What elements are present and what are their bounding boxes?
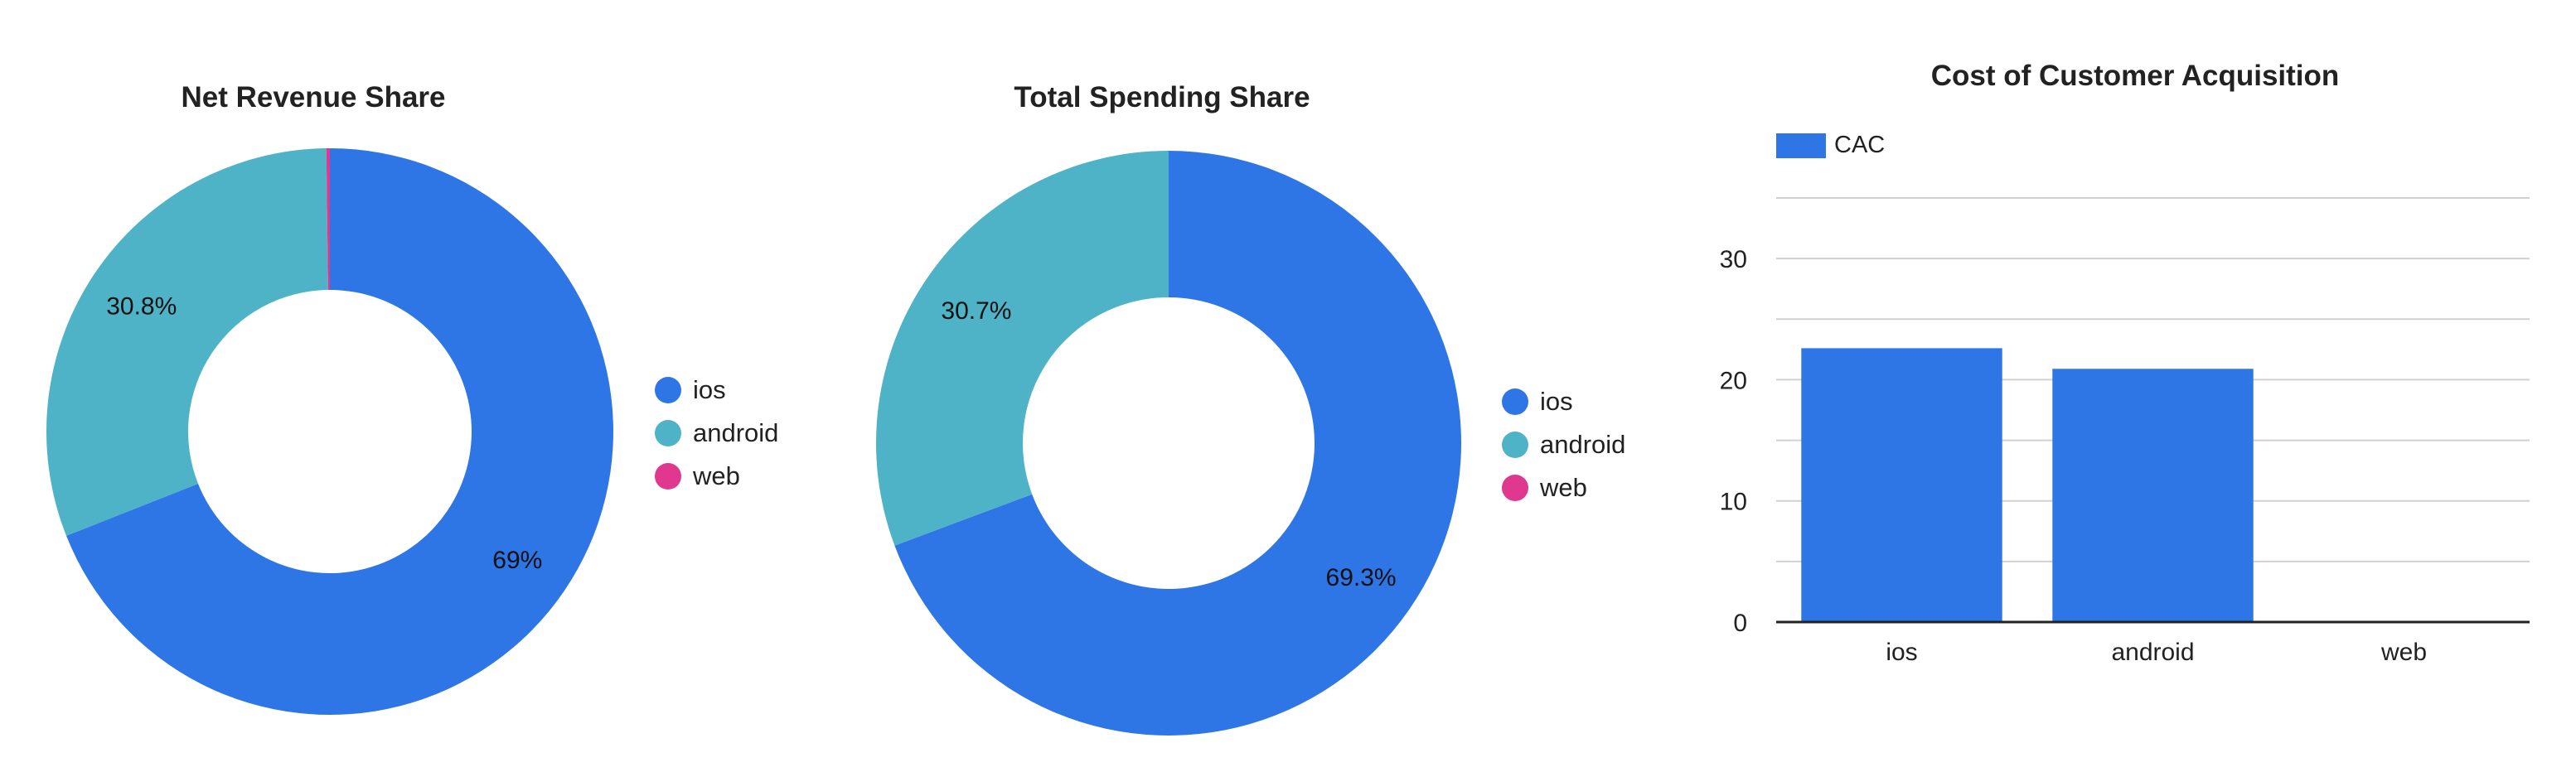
cac-bar-chart: Cost of Customer Acquisition CAC 0 10 20 30… — [1691, 0, 2576, 767]
chart-legend[interactable]: ios android web — [1502, 380, 1625, 509]
data-label-ios: 69% — [492, 547, 542, 574]
legend-label: web — [693, 461, 740, 490]
legend-swatch-ios — [655, 377, 681, 403]
legend-item-ios[interactable]: ios — [1502, 380, 1625, 423]
donut-chart-plot: 69.3% 30.7% — [876, 151, 1461, 736]
legend-item-web[interactable]: web — [655, 455, 778, 498]
legend-swatch-web — [655, 463, 681, 490]
legend-label: android — [1540, 430, 1626, 459]
x-tick-label: android — [2111, 639, 2194, 666]
chart-legend[interactable]: ios android web — [655, 369, 778, 498]
legend-item-android[interactable]: android — [1502, 423, 1625, 466]
legend-label: ios — [1540, 387, 1573, 416]
chart-title: Total Spending Share — [1014, 81, 1310, 113]
x-tick-label: ios — [1886, 639, 1917, 666]
legend-label: android — [693, 418, 779, 447]
bar-chart-plot: 0 10 20 30 ios android web — [1720, 197, 2530, 666]
donut-slice-ios[interactable] — [894, 151, 1461, 736]
legend-swatch-ios — [1502, 388, 1528, 415]
donut-chart-plot: 69% 30.8% — [46, 148, 614, 716]
data-label-android: 30.7% — [941, 297, 1011, 325]
total-spending-share-chart: Total Spending Share 69.3% 30.7% ios andr… — [829, 0, 1691, 767]
donut-slice-ios[interactable] — [66, 148, 614, 716]
donut-slice-web[interactable] — [326, 148, 330, 291]
chart-title: Net Revenue Share — [181, 81, 446, 113]
y-tick-label: 0 — [1733, 610, 1747, 637]
bar-ios[interactable] — [1801, 348, 2002, 622]
legend-swatch-cac — [1776, 133, 1826, 158]
bar-android[interactable] — [2052, 369, 2254, 622]
chart-legend[interactable]: CAC — [1776, 132, 1885, 159]
legend-swatch-android — [1502, 432, 1528, 458]
legend-item-ios[interactable]: ios — [655, 369, 778, 412]
y-tick-label: 10 — [1720, 489, 1747, 516]
chart-title: Cost of Customer Acquisition — [1930, 60, 2340, 92]
legend-item-web[interactable]: web — [1502, 466, 1625, 509]
data-label-android: 30.8% — [106, 293, 177, 321]
y-tick-label: 20 — [1720, 367, 1747, 394]
legend-item-android[interactable]: android — [655, 412, 778, 455]
legend-label: CAC — [1834, 132, 1886, 158]
legend-label: ios — [693, 375, 726, 404]
legend-label: web — [1540, 473, 1587, 502]
donut-slice-android[interactable] — [46, 148, 328, 536]
legend-swatch-web — [1502, 475, 1528, 501]
legend-swatch-android — [655, 420, 681, 446]
x-tick-label: web — [2380, 639, 2427, 666]
net-revenue-share-chart: Net Revenue Share 69% 30.8% ios android w… — [0, 0, 829, 767]
donut-slice-android[interactable] — [876, 151, 1169, 546]
y-tick-label: 30 — [1720, 246, 1747, 273]
data-label-ios: 69.3% — [1326, 564, 1397, 591]
